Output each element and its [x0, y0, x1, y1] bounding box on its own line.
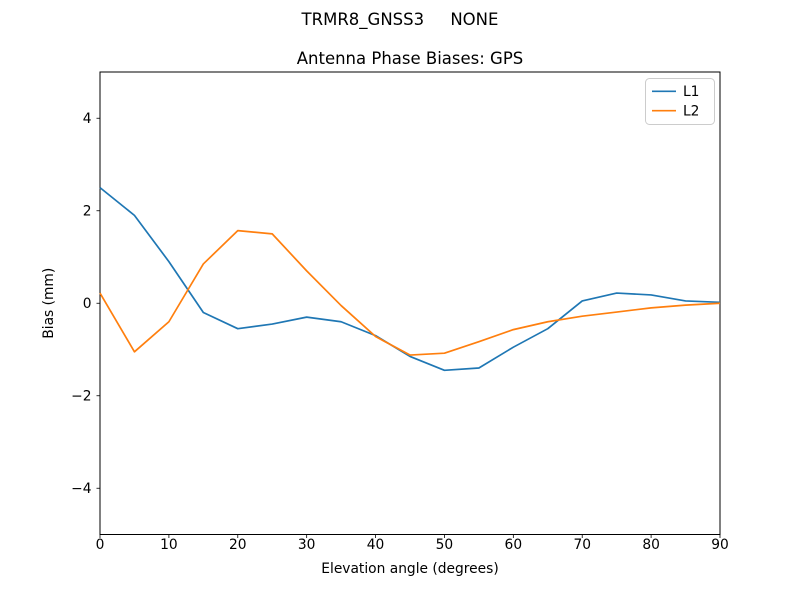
x-tick-label: 90 — [711, 537, 729, 553]
x-tick-label: 80 — [642, 537, 660, 553]
x-tick-label: 20 — [229, 537, 247, 553]
legend-label-l1: L1 — [683, 84, 699, 100]
series-lines — [99, 186, 721, 372]
y-tick-label: 4 — [83, 111, 92, 127]
series-line-l1 — [99, 186, 721, 372]
plot-border — [99, 71, 721, 535]
x-tick-label: 10 — [160, 537, 178, 553]
legend-label-l2: L2 — [683, 103, 699, 119]
y-tick-label: 2 — [83, 204, 92, 220]
x-tick-label: 60 — [505, 537, 523, 553]
series-line-l2 — [99, 229, 721, 356]
figure-suptitle: TRMR8_GNSS3 NONE — [301, 10, 499, 30]
x-tick-label: 40 — [367, 537, 385, 553]
y-axis: 4 2 0 −2 −4 — [71, 111, 100, 497]
x-axis-label: Elevation angle (degrees) — [321, 561, 498, 577]
y-tick-label: −4 — [71, 481, 91, 497]
x-tick-label: 0 — [96, 537, 105, 553]
y-tick-label: −2 — [71, 389, 91, 405]
x-tick-label: 30 — [298, 537, 316, 553]
chart-title: Antenna Phase Biases: GPS — [297, 49, 524, 68]
x-axis: 0 10 20 30 40 50 60 70 80 90 — [96, 534, 729, 553]
legend-box — [645, 78, 715, 125]
x-tick-label: 70 — [573, 537, 591, 553]
y-tick-label: 0 — [83, 296, 92, 312]
x-tick-label: 50 — [436, 537, 454, 553]
y-axis-label: Bias (mm) — [41, 268, 57, 339]
